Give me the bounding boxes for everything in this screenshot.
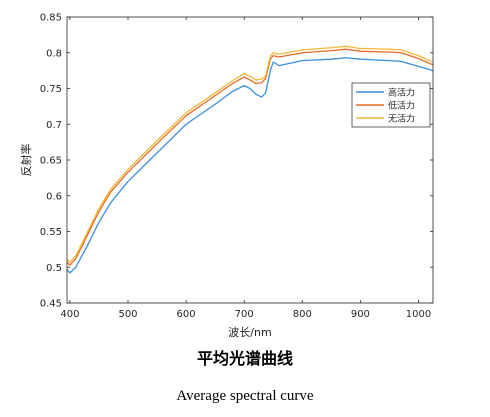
x-tick-label: 500 (118, 309, 137, 320)
y-tick-label: 0.5 (46, 263, 62, 274)
series-line-2 (67, 48, 433, 266)
y-tick-label: 0.75 (40, 84, 62, 95)
x-tick-label: 900 (351, 309, 370, 320)
x-tick-label: 700 (235, 309, 254, 320)
axes-layer: 400 500 600 700 800 900 1000 0.45 0.5 0.55 0.6 0.65… (40, 13, 434, 320)
legend-label-2: 低活力 (388, 100, 415, 112)
y-axis-label: 反射率 (19, 144, 33, 177)
series-line-1 (67, 57, 433, 274)
y-tick-label: 0.7 (46, 120, 62, 131)
plot-area (67, 17, 433, 303)
series-layer (67, 45, 433, 274)
x-tick-label: 800 (293, 309, 312, 320)
spectral-line-chart: 400 500 600 700 800 900 1000 0.45 0.5 0.55 0.6 0.65… (19, 13, 434, 339)
figure-caption-english: Average spectral curve (176, 388, 314, 404)
series-line-3 (67, 45, 433, 263)
legend-label-1: 高活力 (388, 87, 415, 99)
legend-label-3: 无活力 (388, 113, 415, 125)
y-tick-label: 0.8 (46, 48, 62, 59)
x-tick-label: 1000 (406, 309, 431, 320)
y-tick-label: 0.85 (40, 13, 62, 24)
x-axis-label: 波长/nm (228, 326, 271, 339)
y-tick-label: 0.6 (46, 191, 62, 202)
plot-background (67, 17, 433, 303)
figure-caption-chinese: 平均光谱曲线 (196, 349, 293, 368)
y-tick-label: 0.55 (40, 227, 62, 238)
y-tick-label: 0.45 (40, 299, 62, 310)
x-tick-label: 400 (60, 309, 79, 320)
x-tick-label: 600 (177, 309, 196, 320)
y-tick-label: 0.65 (40, 156, 62, 167)
